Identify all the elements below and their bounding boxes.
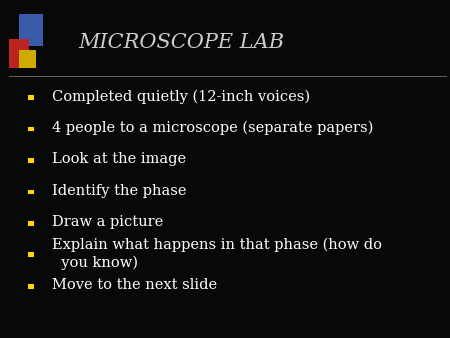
Bar	[19, 50, 36, 68]
Text: Explain what happens in that phase (how do
  you know): Explain what happens in that phase (how …	[52, 237, 382, 270]
Bar	[19, 14, 43, 46]
Bar	[28, 252, 34, 257]
Text: Completed quietly (12-inch voices): Completed quietly (12-inch voices)	[52, 89, 310, 103]
Bar	[28, 127, 34, 131]
Text: MICROSCOPE LAB: MICROSCOPE LAB	[79, 33, 285, 52]
Bar	[9, 40, 29, 68]
Bar	[28, 221, 34, 226]
Text: 4 people to a microscope (separate papers): 4 people to a microscope (separate paper…	[52, 121, 373, 135]
Bar	[28, 158, 34, 163]
Bar	[28, 95, 34, 100]
Text: Identify the phase: Identify the phase	[52, 184, 186, 198]
Text: Look at the image: Look at the image	[52, 152, 186, 166]
Bar	[28, 190, 34, 194]
Text: Move to the next slide: Move to the next slide	[52, 278, 217, 292]
Bar	[28, 284, 34, 289]
Text: Draw a picture: Draw a picture	[52, 215, 163, 229]
